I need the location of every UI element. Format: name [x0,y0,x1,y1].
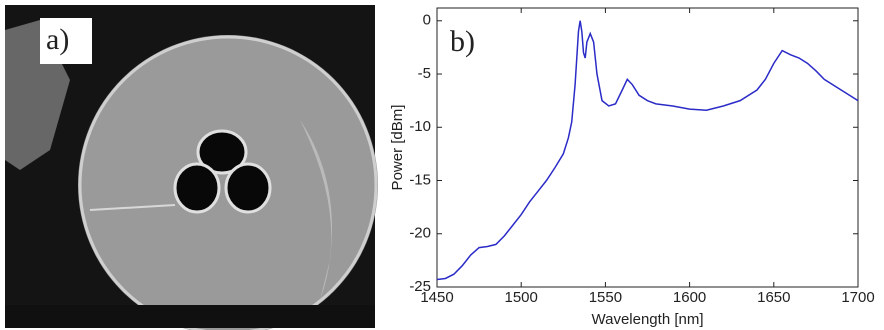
panel-label: b) [450,25,475,58]
chart: 1450 1500 1550 1600 1650 1700 0 -5 -10 -15 -20 -25 W… [389,7,875,328]
x-axis-label: Wavelength [nm] [592,311,704,328]
x-tick-label: 1600 [673,289,706,306]
line-series [436,20,859,281]
x-tick-label: 1700 [841,289,874,306]
y-tick-label: 0 [423,12,431,29]
y-tick-label: -20 [409,225,431,242]
y-axis-label: Power [dBm] [389,105,406,191]
panel-label: a) [46,23,69,56]
y-tick-label: -10 [409,118,431,135]
sem-image: a) [5,5,378,330]
x-tick-label: 1500 [505,289,538,306]
x-tick-label: 1650 [757,289,790,306]
x-tick-label: 1550 [589,289,622,306]
y-tick-label: -15 [409,171,431,188]
y-tick-label: -25 [409,278,431,295]
y-tick-label: -5 [418,65,431,82]
x-tick-label: 1450 [420,289,453,306]
